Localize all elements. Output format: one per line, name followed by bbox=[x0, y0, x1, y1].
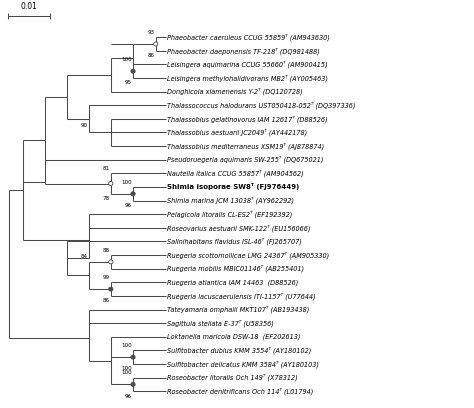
Text: 100: 100 bbox=[121, 57, 132, 62]
Ellipse shape bbox=[131, 192, 135, 196]
Text: Pseudoruegeria aquimaris SW-255ᵀ (DQ675021): Pseudoruegeria aquimaris SW-255ᵀ (DQ6750… bbox=[167, 156, 323, 164]
Text: 86: 86 bbox=[147, 53, 155, 58]
Text: 90: 90 bbox=[80, 124, 87, 129]
Ellipse shape bbox=[109, 287, 113, 291]
Text: Ruegeria mobilis MBIC01146ᵀ (AB255401): Ruegeria mobilis MBIC01146ᵀ (AB255401) bbox=[167, 265, 304, 273]
Ellipse shape bbox=[131, 69, 135, 73]
Ellipse shape bbox=[154, 42, 158, 46]
Text: 100: 100 bbox=[121, 180, 132, 184]
Ellipse shape bbox=[109, 182, 113, 186]
Text: Sulfitobacter delicatus KMM 3584ᵀ (AY180103): Sulfitobacter delicatus KMM 3584ᵀ (AY180… bbox=[167, 360, 319, 368]
Text: 88: 88 bbox=[102, 248, 109, 253]
Text: Thalassobius mediterraneus XSM19ᵀ (AJ878874): Thalassobius mediterraneus XSM19ᵀ (AJ878… bbox=[167, 142, 324, 150]
Text: Thalassobius aestuarii JC2049ᵀ (AY442178): Thalassobius aestuarii JC2049ᵀ (AY442178… bbox=[167, 129, 307, 136]
Text: 96: 96 bbox=[125, 203, 132, 208]
Text: Ruegeria scottomollicae LMG 24367ᵀ (AM905330): Ruegeria scottomollicae LMG 24367ᵀ (AM90… bbox=[167, 251, 329, 259]
Text: 95: 95 bbox=[125, 80, 132, 85]
Text: Pelagicola litoralis CL-ES2ᵀ (EF192392): Pelagicola litoralis CL-ES2ᵀ (EF192392) bbox=[167, 211, 292, 218]
Text: 81: 81 bbox=[102, 166, 109, 171]
Text: Shimia marina JCM 13038ᵀ (AY962292): Shimia marina JCM 13038ᵀ (AY962292) bbox=[167, 197, 294, 204]
Text: Thalassococcus halodurans UST050418-052ᵀ (DQ397336): Thalassococcus halodurans UST050418-052ᵀ… bbox=[167, 102, 356, 109]
Text: Nautella italica CCUG 55857ᵀ (AM904562): Nautella italica CCUG 55857ᵀ (AM904562) bbox=[167, 170, 304, 177]
Text: Shimia isoporae SW8ᵀ (FJ976449): Shimia isoporae SW8ᵀ (FJ976449) bbox=[167, 184, 299, 191]
Text: Sagittula stellata E-37ᵀ (U58356): Sagittula stellata E-37ᵀ (U58356) bbox=[167, 319, 274, 327]
Ellipse shape bbox=[131, 355, 135, 359]
Ellipse shape bbox=[109, 260, 113, 264]
Text: 99: 99 bbox=[102, 275, 109, 280]
Text: Roseobacter denitrificans Och 114ᵀ (L01794): Roseobacter denitrificans Och 114ᵀ (L017… bbox=[167, 388, 313, 395]
Text: Tateyamaria omphalii MKT107ᵀ (AB193438): Tateyamaria omphalii MKT107ᵀ (AB193438) bbox=[167, 306, 310, 313]
Text: Thalassobius gelatinovorus IAM 12617ᵀ (D88526): Thalassobius gelatinovorus IAM 12617ᵀ (D… bbox=[167, 115, 328, 123]
Text: Roseobacter litoralis Och 149ᵀ (X78312): Roseobacter litoralis Och 149ᵀ (X78312) bbox=[167, 374, 298, 381]
Text: 100: 100 bbox=[121, 370, 132, 375]
Text: Ruegeria atlantica IAM 14463  (D88526): Ruegeria atlantica IAM 14463 (D88526) bbox=[167, 279, 298, 286]
Text: Leisingera methylohalidivorans MB2ᵀ (AY005463): Leisingera methylohalidivorans MB2ᵀ (AY0… bbox=[167, 74, 328, 82]
Text: 78: 78 bbox=[102, 196, 109, 201]
Text: Phaeobacter caeruleus CCUG 55859ᵀ (AM943630): Phaeobacter caeruleus CCUG 55859ᵀ (AM943… bbox=[167, 33, 330, 41]
Text: 100: 100 bbox=[121, 343, 132, 348]
Text: 96: 96 bbox=[125, 394, 132, 399]
Text: Sulfitobacter dubius KMM 3554ᵀ (AY180102): Sulfitobacter dubius KMM 3554ᵀ (AY180102… bbox=[167, 347, 311, 354]
Text: 84: 84 bbox=[80, 255, 87, 259]
Text: Phaeobacter daeponensis TF-218ᵀ (DQ981488): Phaeobacter daeponensis TF-218ᵀ (DQ98148… bbox=[167, 47, 320, 55]
Text: Ruegeria lacuscaerulensis ITI-1157ᵀ (U77644): Ruegeria lacuscaerulensis ITI-1157ᵀ (U77… bbox=[167, 292, 316, 299]
Text: 100: 100 bbox=[121, 366, 132, 371]
Text: Salinihabitans flavidus ISL-46ᵀ (FJ265707): Salinihabitans flavidus ISL-46ᵀ (FJ26570… bbox=[167, 238, 302, 245]
Text: Roseovarius aestuarii SMK-122ᵀ (EU156066): Roseovarius aestuarii SMK-122ᵀ (EU156066… bbox=[167, 224, 310, 232]
Text: Leisingera aquimarina CCUG 55660ᵀ (AM900415): Leisingera aquimarina CCUG 55660ᵀ (AM900… bbox=[167, 61, 328, 68]
Text: 0.01: 0.01 bbox=[20, 2, 37, 11]
Text: Loktanella maricola DSW-18  (EF202613): Loktanella maricola DSW-18 (EF202613) bbox=[167, 333, 301, 340]
Text: 93: 93 bbox=[147, 30, 155, 35]
Ellipse shape bbox=[131, 382, 135, 386]
Text: 86: 86 bbox=[102, 298, 109, 303]
Text: Donghicola xiamenensis Y-2ᵀ (DQ120728): Donghicola xiamenensis Y-2ᵀ (DQ120728) bbox=[167, 88, 303, 95]
